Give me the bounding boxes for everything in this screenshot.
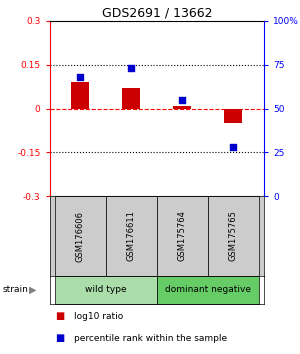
Bar <box>71 82 89 108</box>
Bar <box>157 196 208 276</box>
Bar <box>173 105 191 108</box>
Point <box>78 74 82 80</box>
Text: strain: strain <box>3 285 29 295</box>
Point <box>180 97 185 103</box>
Point <box>129 65 134 71</box>
Bar <box>157 276 259 304</box>
Text: GSM175764: GSM175764 <box>178 211 187 262</box>
Bar <box>55 276 157 304</box>
Text: GSM176611: GSM176611 <box>127 211 136 262</box>
Text: GSM175765: GSM175765 <box>229 211 238 262</box>
Text: dominant negative: dominant negative <box>165 285 251 295</box>
Title: GDS2691 / 13662: GDS2691 / 13662 <box>101 7 212 20</box>
Text: wild type: wild type <box>85 285 127 295</box>
Text: ▶: ▶ <box>28 285 36 295</box>
Text: percentile rank within the sample: percentile rank within the sample <box>74 334 226 343</box>
Bar <box>208 196 259 276</box>
Text: GSM176606: GSM176606 <box>76 211 85 262</box>
Bar <box>55 196 106 276</box>
Text: ■: ■ <box>56 333 65 343</box>
Text: ■: ■ <box>56 311 65 321</box>
Bar <box>122 88 140 108</box>
Text: log10 ratio: log10 ratio <box>74 312 123 321</box>
Point <box>231 144 236 150</box>
Bar <box>106 196 157 276</box>
Bar <box>224 108 242 123</box>
